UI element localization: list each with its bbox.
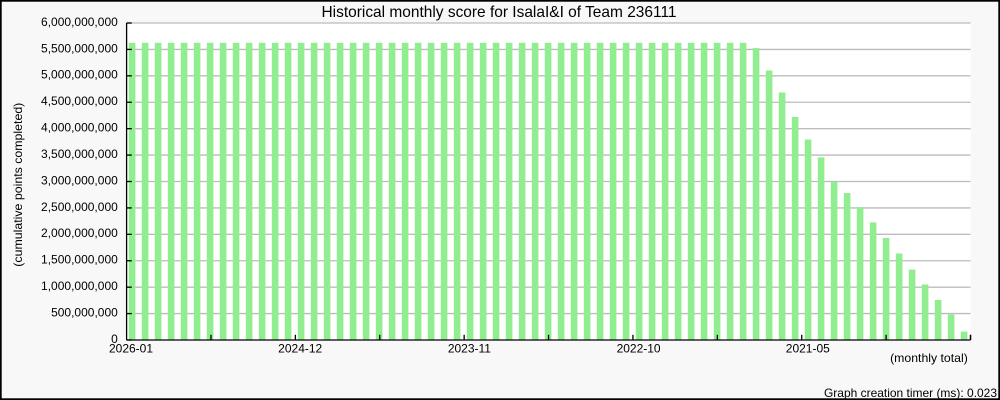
svg-text:Graph creation timer (ms): 0.0: Graph creation timer (ms): 0.023 <box>824 386 997 400</box>
svg-text:2,500,000,000: 2,500,000,000 <box>41 200 118 214</box>
svg-text:5,500,000,000: 5,500,000,000 <box>41 41 118 55</box>
svg-text:3,500,000,000: 3,500,000,000 <box>41 147 118 161</box>
svg-text:Historical monthly score for I: Historical monthly score for IsalaI&I of… <box>322 4 677 21</box>
svg-text:(monthly total): (monthly total) <box>890 351 968 365</box>
svg-text:500,000,000: 500,000,000 <box>51 305 118 319</box>
svg-text:2024-12: 2024-12 <box>278 341 322 355</box>
svg-text:2026-01: 2026-01 <box>109 341 153 355</box>
svg-text:1,000,000,000: 1,000,000,000 <box>41 279 118 293</box>
svg-text:4,000,000,000: 4,000,000,000 <box>41 121 118 135</box>
svg-text:5,000,000,000: 5,000,000,000 <box>41 68 118 82</box>
svg-text:4,500,000,000: 4,500,000,000 <box>41 94 118 108</box>
svg-text:2022-10: 2022-10 <box>617 341 661 355</box>
svg-text:(cumulative points completed): (cumulative points completed) <box>11 103 25 267</box>
svg-text:2023-11: 2023-11 <box>448 341 491 355</box>
svg-text:1,500,000,000: 1,500,000,000 <box>41 253 118 267</box>
svg-text:3,000,000,000: 3,000,000,000 <box>41 173 118 187</box>
svg-text:2021-05: 2021-05 <box>786 341 830 355</box>
svg-text:6,000,000,000: 6,000,000,000 <box>41 15 118 29</box>
svg-text:2,000,000,000: 2,000,000,000 <box>41 226 118 240</box>
svg-text:0: 0 <box>111 332 118 346</box>
